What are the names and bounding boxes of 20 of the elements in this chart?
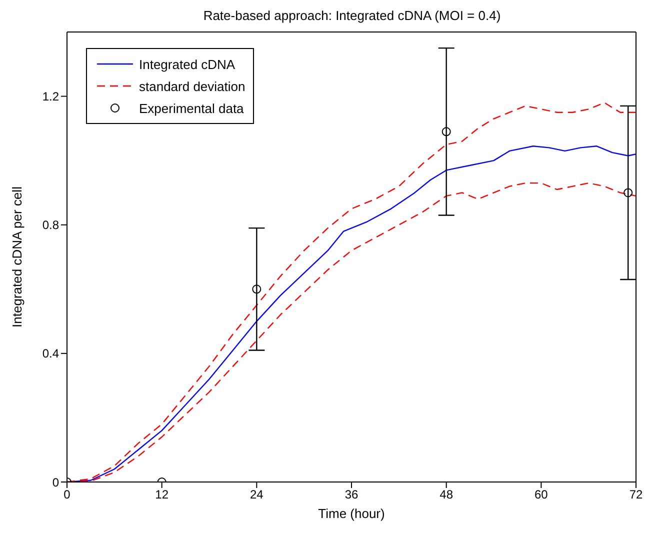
point — [624, 188, 633, 198]
x-tick-label: 24 — [250, 488, 264, 502]
x-axis-title: Time (hour) — [318, 506, 385, 521]
legend-label: Experimental data — [139, 100, 244, 116]
x-tick-label: 60 — [534, 488, 548, 502]
x-tick-label: 12 — [155, 488, 169, 502]
x-tick-label: 72 — [629, 488, 643, 502]
point — [252, 284, 262, 294]
x-tick-label: 0 — [64, 488, 71, 502]
x-tick-label: 48 — [440, 488, 454, 502]
y-tick-label: 0.8 — [42, 218, 60, 232]
x-tick-label: 36 — [344, 488, 358, 502]
legend-label: Integrated cDNA — [139, 56, 236, 72]
point — [442, 127, 451, 136]
chart-title: Rate-based approach: Integrated cDNA (MOI = 0.4) — [202, 8, 502, 23]
y-axis-title: Integrated cDNA per cell — [10, 186, 25, 328]
y-tick-label: 1.2 — [42, 90, 60, 104]
y-tick-label: 0.4 — [42, 346, 60, 361]
legend-label: standard deviation — [139, 78, 246, 94]
y-tick-label: 0 — [52, 475, 60, 490]
